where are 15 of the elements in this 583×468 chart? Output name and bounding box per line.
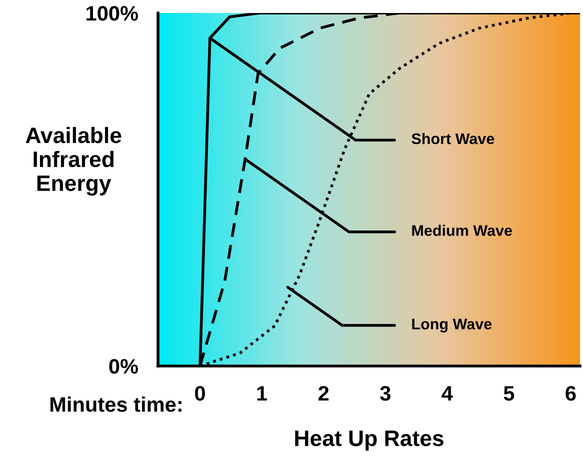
- y-tick-label: 100%: [86, 6, 138, 21]
- x-tick-label: 1: [257, 386, 268, 401]
- annotation: Long Wave: [412, 318, 492, 333]
- annotation: Short Wave: [412, 132, 494, 144]
- y-tick-label: 0%: [109, 359, 138, 374]
- x-tick-label: 6: [566, 386, 576, 401]
- x-tick-label: 4: [442, 386, 453, 401]
- text: Minutes time:: [50, 396, 182, 412]
- annotation: Medium Wave: [412, 224, 512, 236]
- x-tick-label: 5: [504, 386, 514, 401]
- x-tick-label: 0: [195, 386, 205, 401]
- x-tick-label: 3: [380, 386, 390, 401]
- x-tick-label: 2: [318, 386, 329, 401]
- x-axis-title: Heat Up Rates: [295, 430, 444, 451]
- y-axis-title: Available Infrared Energy: [26, 126, 122, 196]
